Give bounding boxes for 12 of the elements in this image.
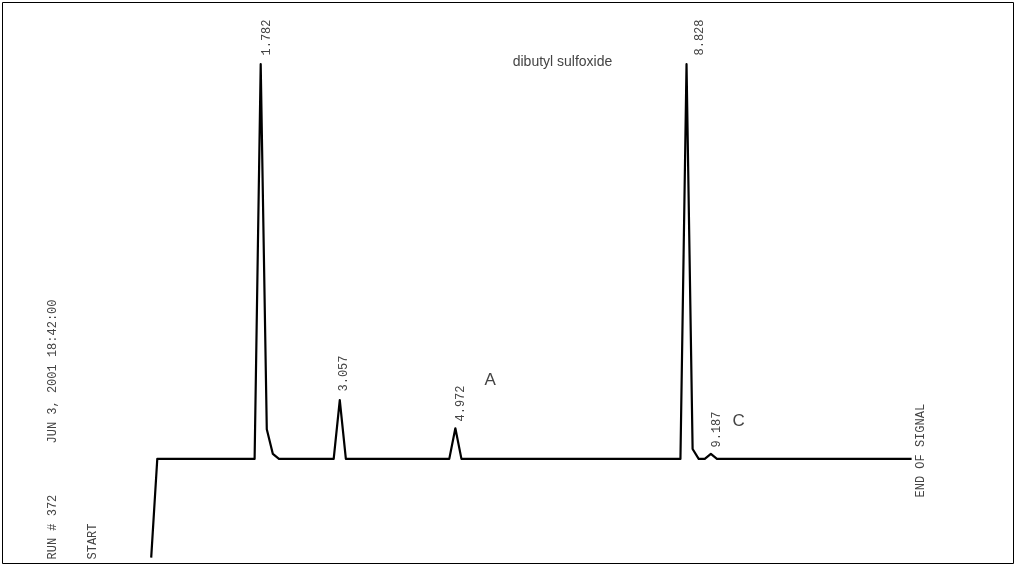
text: 1.782 <box>260 19 274 56</box>
text: START <box>85 523 100 560</box>
annotation: dibutyl sulfoxide <box>512 52 613 69</box>
annotation: C <box>732 410 745 430</box>
text: RUN # 372 <box>45 494 60 560</box>
annotation: A <box>484 369 497 389</box>
text: JUN 3, 2001 18:42:00 <box>45 299 60 444</box>
annotation: 4.972 <box>454 385 468 422</box>
annotation: END OF SIGNAL <box>913 403 928 498</box>
text: 8.828 <box>693 19 707 56</box>
annotation: 9.187 <box>710 411 724 448</box>
annotation: 3.057 <box>337 355 351 392</box>
